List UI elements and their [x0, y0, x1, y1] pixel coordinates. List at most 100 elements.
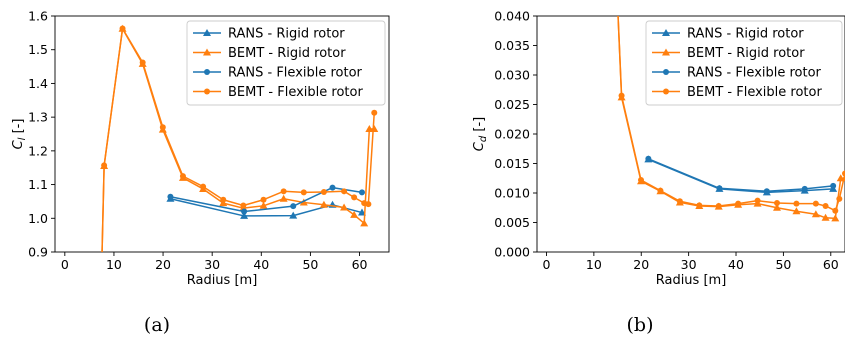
panel-caption: (a) [144, 314, 170, 336]
data-point [200, 183, 207, 190]
x-tick-label: 60 [352, 257, 368, 272]
data-point [241, 208, 248, 215]
series-line [617, 16, 845, 220]
legend-marker [204, 88, 210, 95]
legend-label: RANS - Flexible rotor [687, 66, 822, 81]
x-tick-label: 20 [633, 257, 649, 272]
data-point [320, 188, 327, 195]
data-point [821, 213, 830, 221]
legend-box [186, 20, 386, 106]
data-point [279, 194, 288, 202]
data-point [645, 155, 652, 162]
x-tick-label: 30 [681, 257, 697, 272]
legend-label: BEMT - Flexible rotor [228, 85, 363, 100]
y-tick-label: 0.020 [494, 127, 530, 142]
legend-marker [204, 69, 210, 75]
y-axis-label: Cl [-] [11, 119, 28, 150]
data-point [300, 189, 307, 196]
data-point [370, 124, 379, 132]
y-tick-label: 0.025 [494, 97, 530, 112]
panel-caption: (b) [627, 314, 654, 336]
legend-label: RANS - Rigid rotor [687, 27, 804, 42]
data-point [832, 207, 839, 214]
data-point [139, 59, 146, 66]
data-point [290, 203, 297, 210]
data-point [179, 173, 186, 180]
x-tick-label: 10 [586, 257, 602, 272]
data-point [119, 25, 126, 32]
data-point [763, 188, 770, 195]
x-tick-label: 0 [543, 257, 551, 272]
data-point [842, 170, 845, 177]
legend-label: BEMT - Rigid rotor [228, 46, 346, 61]
data-point [792, 207, 801, 215]
y-axis-label-subscript: l [17, 137, 28, 140]
axes-frame [54, 15, 390, 253]
legend-label: BEMT - Rigid rotor [687, 46, 805, 61]
data-point [240, 202, 247, 209]
data-point [618, 92, 625, 99]
plot-area [98, 24, 379, 272]
y-tick-label: 0.040 [494, 9, 530, 24]
legend-label: RANS - Flexible rotor [228, 66, 363, 81]
data-point [360, 219, 369, 227]
data-point [811, 210, 820, 218]
data-point [98, 265, 106, 272]
data-point [773, 203, 782, 211]
y-tick-label: 0.030 [494, 68, 530, 83]
data-point [350, 210, 359, 218]
data-point [793, 200, 800, 207]
y-tick-label: 1.4 [28, 76, 48, 91]
x-tick-label: 50 [775, 257, 791, 272]
x-tick-label: 50 [302, 257, 318, 272]
chart-panel-b: 0 10 20 30 40 50 60 0.000 0.005 0.010 0.015 0.020 0.… [472, 0, 845, 336]
x-tick-label: 20 [155, 257, 171, 272]
legend-label: BEMT - Flexible rotor [687, 85, 822, 100]
y-tick-label: 0.005 [494, 215, 530, 230]
y-tick-label: 1.6 [28, 9, 48, 24]
data-point [341, 188, 348, 195]
x-axis-label: Radius [m] [187, 273, 258, 288]
data-point [638, 177, 645, 184]
data-point [365, 201, 372, 208]
series-line [617, 16, 845, 212]
data-point [801, 185, 808, 192]
x-tick-label: 10 [106, 257, 122, 272]
legend: RANS - Rigid rotor BEMT - Rigid rotor RANS… [645, 20, 843, 106]
data-point [259, 201, 268, 209]
y-tick-label: 0.9 [28, 245, 48, 260]
data-point [159, 124, 166, 131]
legend-marker [203, 29, 211, 36]
y-tick-label: 1.1 [28, 177, 48, 192]
data-point [676, 198, 683, 205]
data-point [735, 200, 742, 207]
y-axis-label-symbol: C [11, 139, 26, 149]
legend-marker [662, 29, 670, 36]
legend-marker [663, 88, 669, 95]
data-point [774, 200, 781, 207]
y-axis-label-subscript: d [478, 135, 489, 142]
data-point [280, 188, 287, 195]
x-tick-label: 0 [61, 257, 69, 272]
data-point [657, 187, 664, 194]
data-point [351, 194, 358, 201]
data-point [260, 196, 267, 203]
plot-area [614, 0, 845, 222]
y-axis-label-unit: [-] [472, 117, 487, 136]
y-tick-label: 0.035 [494, 38, 530, 53]
data-point [614, 0, 622, 7]
data-point [220, 196, 227, 203]
data-point [696, 202, 703, 209]
data-point [167, 193, 174, 200]
y-axis-label-symbol: C [472, 141, 487, 151]
x-tick-label: 30 [204, 257, 220, 272]
chart-panel-a: 0 10 20 30 40 50 60 0.9 1.0 1.1 1.2 1.3 1.4 1.5 1.6 Rad… [11, 9, 390, 336]
data-point [371, 109, 378, 116]
data-point [289, 211, 298, 219]
x-tick-label: 40 [728, 257, 744, 272]
legend-box [645, 20, 843, 106]
y-tick-label: 1.3 [28, 110, 48, 125]
data-point [812, 200, 819, 207]
y-tick-label: 1.0 [28, 211, 48, 226]
